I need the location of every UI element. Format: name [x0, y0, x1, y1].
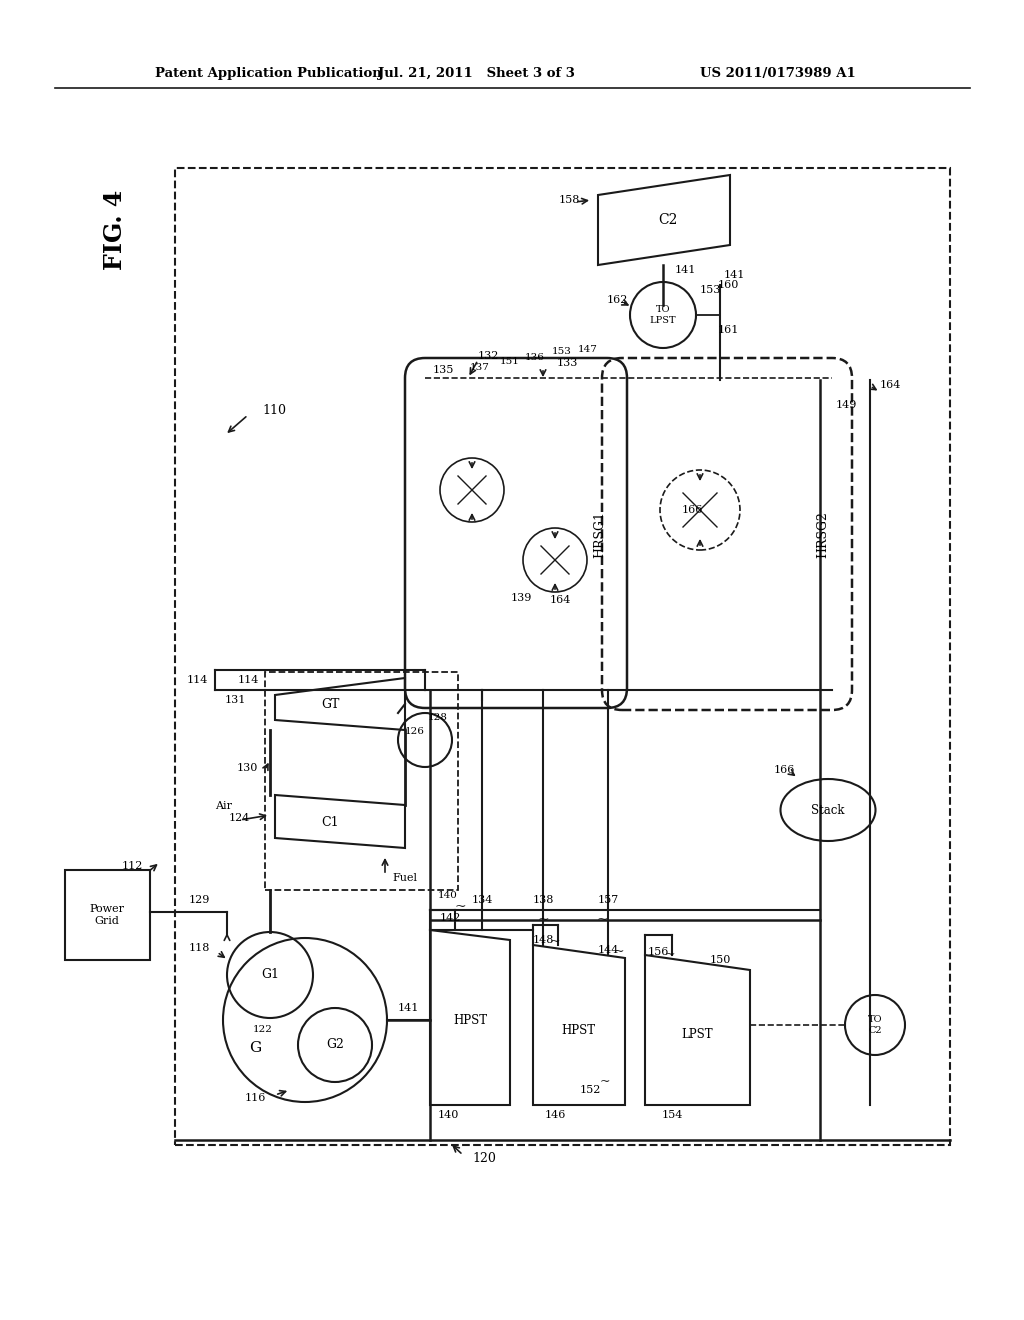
- Text: 131: 131: [225, 696, 247, 705]
- Text: 139: 139: [511, 593, 532, 603]
- Text: 166: 166: [681, 506, 702, 515]
- Text: 140: 140: [437, 1110, 459, 1119]
- Text: 142: 142: [440, 913, 462, 923]
- Text: 164: 164: [880, 380, 901, 389]
- Text: 130: 130: [237, 763, 258, 774]
- Text: 114: 114: [238, 675, 259, 685]
- Text: 136: 136: [525, 354, 545, 363]
- Text: HPST: HPST: [453, 1014, 487, 1027]
- Text: 137: 137: [470, 363, 489, 372]
- Bar: [265, 672, 458, 890]
- Text: HPST: HPST: [561, 1023, 595, 1036]
- Text: 160: 160: [718, 280, 739, 290]
- Text: 134: 134: [471, 895, 493, 906]
- Text: 153: 153: [552, 347, 572, 356]
- Text: Patent Application Publication: Patent Application Publication: [155, 66, 382, 79]
- Text: G: G: [249, 1041, 261, 1055]
- Text: 162: 162: [606, 294, 628, 305]
- Text: 114: 114: [186, 675, 208, 685]
- Text: ~: ~: [455, 900, 466, 913]
- Text: Stack: Stack: [811, 804, 845, 817]
- Text: 124: 124: [228, 813, 250, 822]
- Text: 110: 110: [262, 404, 286, 417]
- Text: Jul. 21, 2011   Sheet 3 of 3: Jul. 21, 2011 Sheet 3 of 3: [378, 66, 574, 79]
- Text: GT: GT: [321, 698, 339, 711]
- Text: 135: 135: [433, 366, 455, 375]
- Text: 141: 141: [724, 271, 745, 280]
- Text: 144: 144: [597, 945, 618, 954]
- Text: 158: 158: [559, 195, 580, 205]
- Text: 164: 164: [550, 595, 571, 605]
- Text: C2: C2: [658, 213, 678, 227]
- Text: 120: 120: [472, 1152, 496, 1166]
- Text: HRSG2: HRSG2: [816, 512, 829, 558]
- Text: 152: 152: [580, 1085, 601, 1096]
- Text: TO
LPST: TO LPST: [649, 305, 676, 325]
- Text: ~: ~: [613, 945, 625, 958]
- Text: 133: 133: [557, 358, 579, 368]
- Text: 141: 141: [397, 1003, 419, 1012]
- Text: 148: 148: [532, 935, 554, 945]
- Text: 166: 166: [773, 766, 795, 775]
- Text: 149: 149: [836, 400, 857, 411]
- Text: 147: 147: [579, 346, 598, 355]
- Text: 129: 129: [188, 895, 210, 906]
- Text: 112: 112: [122, 861, 143, 871]
- Text: 146: 146: [545, 1110, 565, 1119]
- Text: 154: 154: [662, 1110, 683, 1119]
- Text: 118: 118: [188, 942, 210, 953]
- Text: ~: ~: [600, 1076, 610, 1089]
- Text: 156: 156: [647, 946, 669, 957]
- Text: Power
Grid: Power Grid: [89, 904, 125, 925]
- Text: G1: G1: [261, 969, 279, 982]
- Text: LPST: LPST: [681, 1028, 713, 1041]
- Bar: [175, 168, 950, 1144]
- Text: ~: ~: [665, 949, 675, 961]
- Text: G2: G2: [326, 1039, 344, 1052]
- Bar: [65, 870, 150, 960]
- Text: HRSG1: HRSG1: [594, 511, 606, 558]
- Text: TO
C2: TO C2: [867, 1015, 883, 1035]
- Text: ~: ~: [538, 913, 549, 927]
- Text: FIG. 4: FIG. 4: [103, 190, 127, 271]
- Text: Air: Air: [215, 801, 232, 810]
- Text: 150: 150: [710, 954, 731, 965]
- Text: 151: 151: [500, 358, 520, 367]
- Text: 140: 140: [438, 891, 458, 899]
- Text: 161: 161: [718, 325, 739, 335]
- Text: C1: C1: [322, 816, 339, 829]
- Text: 128: 128: [428, 714, 447, 722]
- Text: 126: 126: [406, 727, 425, 737]
- Text: 116: 116: [245, 1093, 266, 1104]
- Text: 153: 153: [700, 285, 721, 294]
- Text: 122: 122: [253, 1026, 272, 1035]
- Text: ~: ~: [550, 936, 560, 949]
- Text: 141: 141: [675, 265, 696, 275]
- Text: 132: 132: [477, 351, 499, 360]
- Text: ~: ~: [596, 913, 608, 927]
- Text: 138: 138: [532, 895, 554, 906]
- Text: Fuel: Fuel: [392, 873, 417, 883]
- Text: US 2011/0173989 A1: US 2011/0173989 A1: [700, 66, 856, 79]
- Text: 157: 157: [597, 895, 618, 906]
